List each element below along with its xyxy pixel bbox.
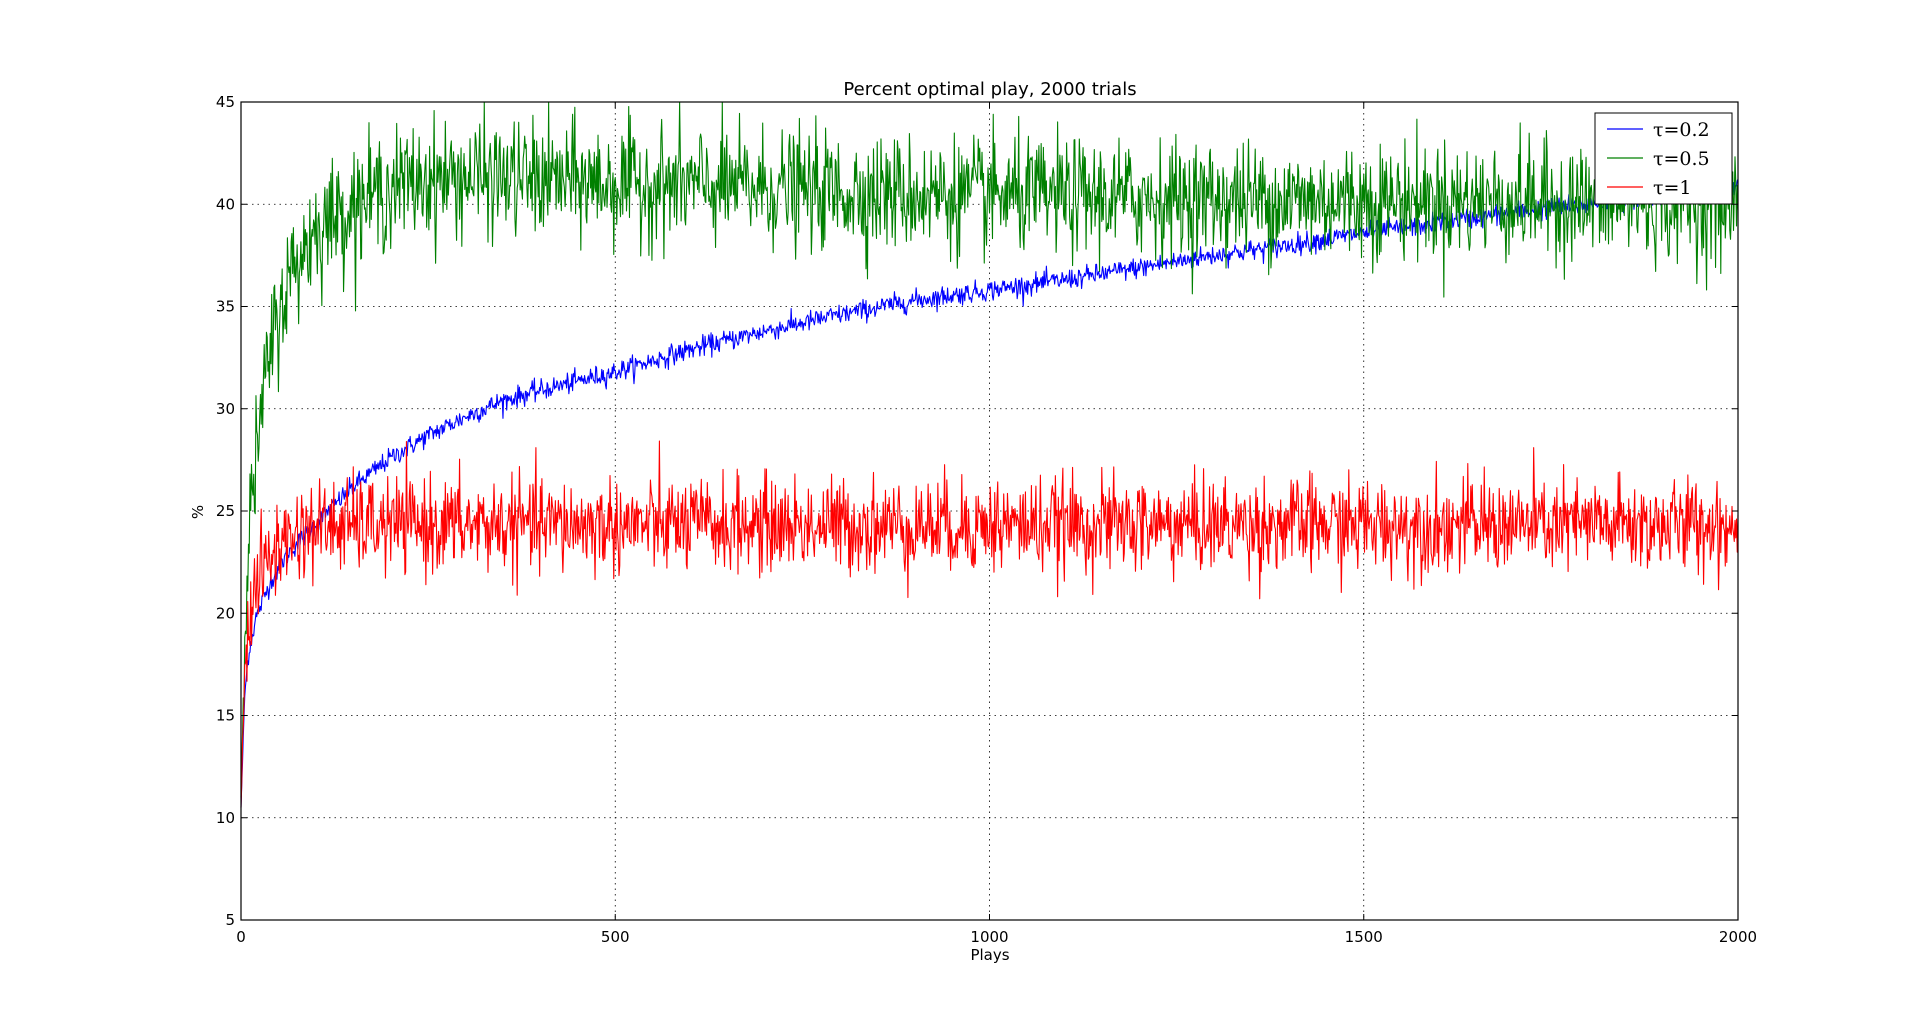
x-tick-label: 1500	[1345, 928, 1383, 946]
y-tick-label: 40	[216, 195, 235, 213]
legend: τ=0.2 τ=0.5 τ=1	[1594, 112, 1733, 205]
legend-label: τ=1	[1653, 177, 1692, 199]
y-tick-label: 45	[216, 93, 235, 111]
x-tick-label: 2000	[1719, 928, 1757, 946]
y-axis-label: %	[189, 505, 207, 519]
x-axis-label: Plays	[970, 946, 1009, 964]
y-tick-label: 15	[216, 707, 235, 725]
x-tick-label: 0	[236, 928, 246, 946]
y-tick-label: 35	[216, 298, 235, 316]
series-line	[240, 101, 1739, 798]
legend-label: τ=0.5	[1653, 148, 1710, 170]
series-layer	[240, 101, 1739, 808]
ticks-layer: 0 500 1000 1500 2000 5 10 15 20 25 30 35 40 45	[216, 93, 1757, 946]
legend-label: τ=0.2	[1653, 119, 1710, 141]
series-line	[240, 440, 1739, 808]
y-tick-label: 20	[216, 604, 235, 622]
chart-title: Percent optimal play, 2000 trials	[843, 79, 1136, 100]
y-tick-label: 10	[216, 809, 235, 827]
y-tick-label: 30	[216, 400, 235, 418]
series-line	[240, 174, 1739, 808]
x-tick-label: 500	[601, 928, 630, 946]
y-tick-label: 25	[216, 502, 235, 520]
x-tick-label: 1000	[970, 928, 1008, 946]
y-tick-label: 5	[225, 911, 235, 929]
